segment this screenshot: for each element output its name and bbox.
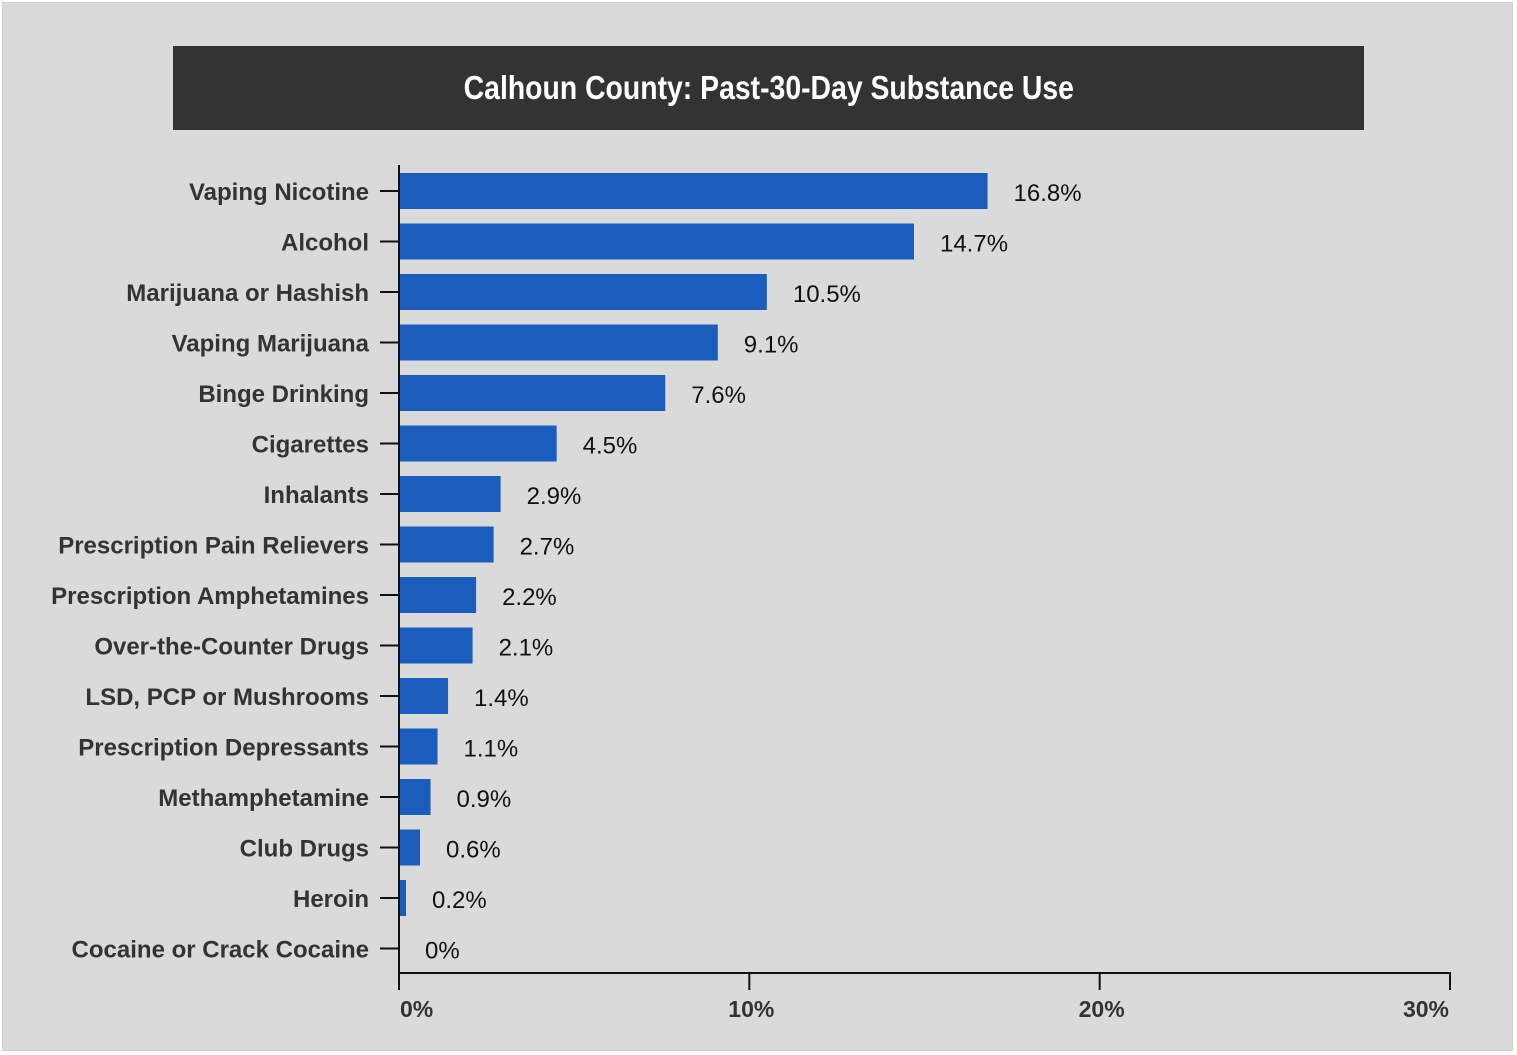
data-label: 9.1% [744, 332, 799, 359]
data-label: 2.1% [499, 635, 554, 662]
data-label: 0% [425, 938, 460, 965]
x-tick-label: 0% [400, 996, 433, 1022]
category-label: Over-the-Counter Drugs [94, 634, 369, 661]
bar [399, 223, 914, 260]
category-label: Cocaine or Crack Cocaine [72, 937, 369, 964]
bar [399, 425, 557, 462]
category-label: Club Drugs [240, 836, 369, 863]
bar [399, 375, 666, 411]
category-label: Prescription Depressants [78, 735, 369, 762]
data-label: 0.9% [457, 786, 512, 813]
data-label: 14.7% [940, 231, 1008, 258]
data-label: 0.6% [446, 837, 501, 864]
category-label: Vaping Nicotine [189, 179, 369, 206]
data-label: 2.9% [527, 483, 582, 510]
bar [399, 324, 718, 361]
category-label: Heroin [293, 886, 369, 913]
x-tick-label: 30% [1403, 996, 1449, 1022]
chart-title-banner: Calhoun County: Past-30-Day Substance Us… [173, 46, 1364, 130]
data-label: 2.7% [520, 534, 575, 561]
category-label: Prescription Amphetamines [51, 583, 369, 610]
category-label: LSD, PCP or Mushrooms [85, 684, 369, 711]
data-label: 1.4% [474, 685, 529, 712]
bar [399, 577, 477, 613]
data-label: 2.2% [502, 584, 557, 611]
data-label: 4.5% [583, 433, 638, 460]
bar [399, 476, 501, 512]
bar [399, 274, 767, 310]
category-label: Marijuana or Hashish [126, 280, 369, 307]
bar [399, 779, 431, 815]
chart-title: Calhoun County: Past-30-Day Substance Us… [463, 69, 1074, 106]
data-label: 10.5% [793, 281, 861, 308]
bar [399, 173, 988, 209]
category-label: Alcohol [281, 230, 369, 257]
category-label: Binge Drinking [198, 381, 369, 408]
category-label: Prescription Pain Relievers [58, 533, 369, 560]
bar [399, 627, 473, 664]
category-label: Cigarettes [252, 432, 369, 459]
x-tick-label: 20% [1079, 996, 1125, 1022]
bar [399, 829, 421, 866]
bar [399, 678, 449, 714]
bar [399, 728, 438, 765]
data-label: 16.8% [1014, 180, 1082, 207]
bar [399, 880, 407, 916]
data-label: 1.1% [464, 736, 519, 763]
data-label: 0.2% [432, 887, 487, 914]
x-tick-label: 10% [728, 996, 774, 1022]
data-label: 7.6% [691, 382, 746, 409]
bar [399, 526, 494, 563]
category-label: Methamphetamine [158, 785, 369, 812]
category-label: Inhalants [264, 482, 369, 509]
category-label: Vaping Marijuana [172, 331, 370, 358]
